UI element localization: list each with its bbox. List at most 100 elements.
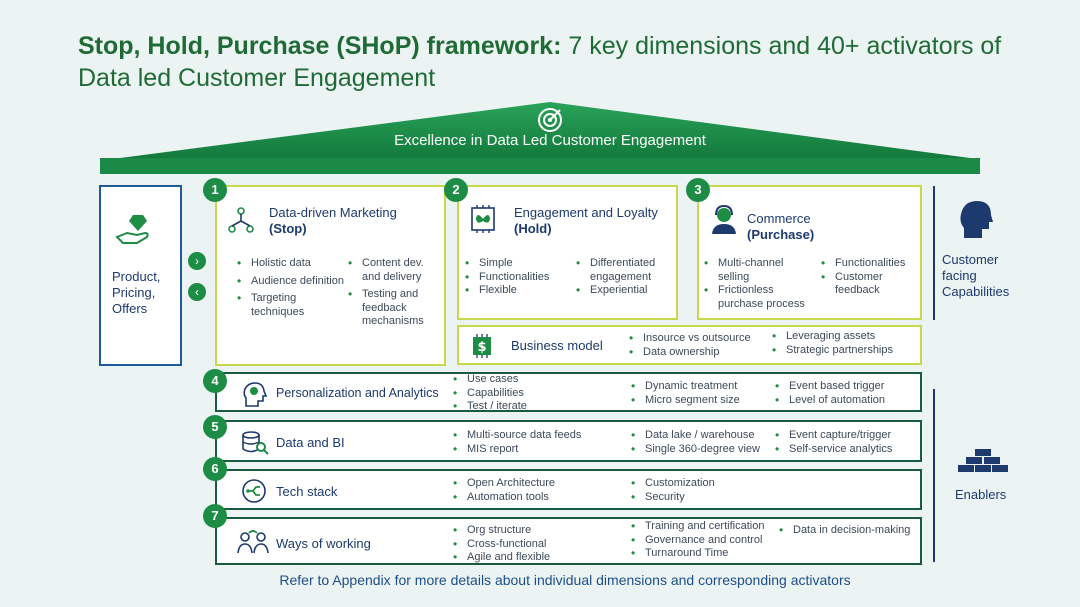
- business-model-col2: Leveraging assets Strategic partnerships: [772, 330, 920, 357]
- pillar-2-col2: Differentiated engagement Experiential: [576, 257, 674, 298]
- business-model-col1: Insource vs outsource Data ownership: [629, 332, 769, 359]
- row-4-col2: Dynamic treatment Micro segment size: [631, 380, 771, 407]
- pillar-3-col1: Multi-channel selling Frictionless purch…: [704, 257, 812, 311]
- arrow-left-icon: ‹: [188, 283, 206, 301]
- row-7-number: 7: [203, 504, 227, 528]
- row-7: Ways of working Org structure Cross-func…: [215, 517, 922, 565]
- person-head-icon: [958, 198, 994, 245]
- list-item: Targeting techniques: [237, 292, 347, 319]
- row-6-number: 6: [203, 457, 227, 481]
- list-item: Holistic data: [237, 257, 347, 271]
- pillar-3-number: 3: [686, 178, 710, 202]
- pillar-3-title: Commerce (Purchase): [747, 211, 814, 243]
- dollar-chip-icon: $: [469, 333, 495, 364]
- list-item: Functionalities: [465, 271, 565, 285]
- list-item: Cross-functional: [453, 538, 613, 552]
- row-7-col2: Training and certification Governance an…: [631, 520, 781, 561]
- pillar-3-col2: Functionalities Customer feedback: [821, 257, 919, 298]
- customer-bracket-line: [933, 186, 935, 320]
- row-5-number: 5: [203, 415, 227, 439]
- list-item: Event capture/trigger: [775, 429, 920, 443]
- list-item: Self-service analytics: [775, 443, 920, 457]
- list-item: Multi-channel selling: [704, 257, 812, 284]
- list-item: Turnaround Time: [631, 547, 781, 561]
- row-5-label: Data and BI: [276, 435, 345, 450]
- row-5-col3: Event capture/trigger Self-service analy…: [775, 429, 920, 456]
- list-item: Dynamic treatment: [631, 380, 771, 394]
- row-5-col2: Data lake / warehouse Single 360-degree …: [631, 429, 776, 456]
- pillar-3: Commerce(Purchase) Multi-channel selling…: [697, 185, 922, 320]
- list-item: Differentiated engagement: [576, 257, 674, 284]
- pillar-2-sub: (Hold): [514, 221, 552, 236]
- pillar-2-title: Engagement and Loyalty (Hold): [514, 205, 658, 237]
- arrow-right-icon: ›: [188, 252, 206, 270]
- list-item: Insource vs outsource: [629, 332, 769, 346]
- enablers-label: Enablers: [955, 487, 1007, 502]
- left-panel: Product, Pricing, Offers: [99, 185, 182, 366]
- business-model: $ Business model Insource vs outsource D…: [457, 325, 922, 365]
- list-item: Single 360-degree view: [631, 443, 776, 457]
- svg-text:$: $: [477, 340, 486, 355]
- row-4-col3: Event based trigger Level of automation: [775, 380, 920, 407]
- left-panel-label: Product, Pricing, Offers: [112, 269, 161, 316]
- list-item: Open Architecture: [453, 477, 613, 491]
- customer-facing-label: Customer facing Capabilities: [942, 252, 1010, 299]
- pillar-1-col2: Content dev. and delivery Testing and fe…: [348, 257, 443, 329]
- roof-label: Excellence in Data Led Customer Engageme…: [394, 132, 706, 149]
- target-icon: [536, 106, 564, 139]
- page-title: Stop, Hold, Purchase (SHoP) framework: 7…: [78, 30, 1058, 94]
- list-item: Customization: [631, 477, 776, 491]
- pillar-1-title: Data-driven Marketing (Stop): [269, 205, 397, 237]
- list-item: Content dev. and delivery: [348, 257, 443, 284]
- circuit-icon: [241, 478, 267, 509]
- list-item: Event based trigger: [775, 380, 920, 394]
- business-model-label: Business model: [511, 338, 603, 353]
- bricks-icon: [958, 448, 1008, 479]
- list-item: Data ownership: [629, 346, 769, 360]
- hand-gem-icon: [115, 213, 155, 252]
- pillar-3-title-text: Commerce: [747, 211, 811, 226]
- headset-person-icon: [709, 203, 739, 240]
- enablers-bracket-line: [933, 389, 935, 562]
- network-icon: [227, 205, 255, 240]
- head-gears-icon: [241, 380, 268, 413]
- list-item: Org structure: [453, 524, 613, 538]
- list-item: Security: [631, 491, 776, 505]
- list-item: Micro segment size: [631, 394, 771, 408]
- row-6-col2: Customization Security: [631, 477, 776, 504]
- pillar-2: Engagement and Loyalty(Hold) Simple Func…: [457, 185, 678, 320]
- list-item: Customer feedback: [821, 271, 919, 298]
- list-item: Multi-source data feeds: [453, 429, 613, 443]
- title-bold: Stop, Hold, Purchase (SHoP) framework:: [78, 32, 562, 60]
- row-6: Tech stack Open Architecture Automation …: [215, 469, 922, 510]
- pillar-1-title-text: Data-driven Marketing: [269, 205, 397, 220]
- list-item: Leveraging assets: [772, 330, 920, 344]
- row-4-number: 4: [203, 369, 227, 393]
- pillar-1-sub: (Stop): [269, 221, 307, 236]
- list-item: Use cases: [453, 373, 603, 387]
- row-4-col1: Use cases Capabilities Test / iterate: [453, 373, 603, 414]
- list-item: Functionalities: [821, 257, 919, 271]
- list-item: Training and certification: [631, 520, 781, 534]
- list-item: Testing and feedback mechanisms: [348, 288, 443, 329]
- row-7-col3: Data in decision-making: [779, 524, 921, 538]
- row-4-label: Personalization and Analytics: [276, 386, 439, 400]
- list-item: Experiential: [576, 284, 674, 298]
- roof-bar: [100, 158, 980, 174]
- title-rest: 7 key dimensions and 40+ activators of D…: [78, 32, 1002, 92]
- list-item: MIS report: [453, 443, 613, 457]
- row-7-col1: Org structure Cross-functional Agile and…: [453, 524, 613, 565]
- pillar-2-col1: Simple Functionalities Flexible: [465, 257, 565, 298]
- list-item: Agile and flexible: [453, 551, 613, 565]
- row-4: Personalization and Analytics Use cases …: [215, 372, 922, 414]
- list-item: Level of automation: [775, 394, 920, 408]
- butterfly-chip-icon: [467, 203, 499, 240]
- list-item: Data in decision-making: [779, 524, 921, 538]
- list-item: Audience definition: [237, 275, 347, 289]
- list-item: Automation tools: [453, 491, 613, 505]
- row-6-label: Tech stack: [276, 484, 338, 499]
- pillar-1-col1: Holistic data Audience definition Target…: [237, 257, 347, 319]
- row-5: Data and BI Multi-source data feeds MIS …: [215, 420, 922, 462]
- list-item: Frictionless purchase process: [704, 284, 812, 311]
- pillar-2-number: 2: [444, 178, 468, 202]
